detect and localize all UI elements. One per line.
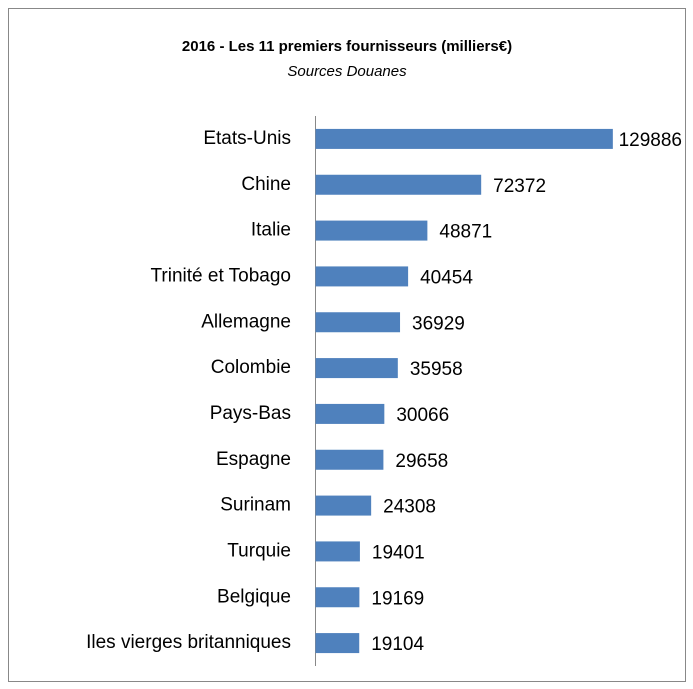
bar xyxy=(315,174,482,195)
chart-frame xyxy=(8,8,686,682)
bar xyxy=(315,312,401,333)
bar xyxy=(315,220,428,241)
data-label: 48871 xyxy=(439,222,492,243)
bar xyxy=(315,128,613,149)
data-label: 19169 xyxy=(371,588,424,609)
category-label: Trinité et Tobago xyxy=(151,265,291,286)
data-label: 29658 xyxy=(395,451,448,472)
data-label: 24308 xyxy=(383,497,436,518)
category-label: Italie xyxy=(251,220,291,241)
bar xyxy=(315,358,398,379)
data-label: 19401 xyxy=(372,542,425,563)
data-label: 40454 xyxy=(420,267,473,288)
bar xyxy=(315,403,385,424)
category-label: Iles vierges britanniques xyxy=(86,632,291,653)
category-label: Chine xyxy=(241,174,291,195)
bar xyxy=(315,633,360,654)
bar xyxy=(315,541,360,562)
category-label: Turquie xyxy=(227,540,291,561)
category-label: Espagne xyxy=(216,449,291,470)
category-label: Colombie xyxy=(211,357,291,378)
data-label: 36929 xyxy=(412,313,465,334)
data-label: 19104 xyxy=(371,634,424,655)
bar xyxy=(315,449,384,470)
category-label: Etats-Unis xyxy=(203,128,291,149)
category-label: Surinam xyxy=(220,495,291,516)
category-label: Pays-Bas xyxy=(210,403,291,424)
data-label: 72372 xyxy=(493,176,546,197)
category-label: Belgique xyxy=(217,586,291,607)
bar xyxy=(315,495,372,516)
data-label: 30066 xyxy=(396,405,449,426)
data-label: 129886 xyxy=(619,130,682,151)
bar xyxy=(315,266,409,287)
bar xyxy=(315,587,360,608)
chart-title: 2016 - Les 11 premiers fournisseurs (mil… xyxy=(182,38,512,55)
data-label: 35958 xyxy=(410,359,463,380)
chart-subtitle: Sources Douanes xyxy=(287,63,407,80)
category-label: Allemagne xyxy=(201,311,291,332)
